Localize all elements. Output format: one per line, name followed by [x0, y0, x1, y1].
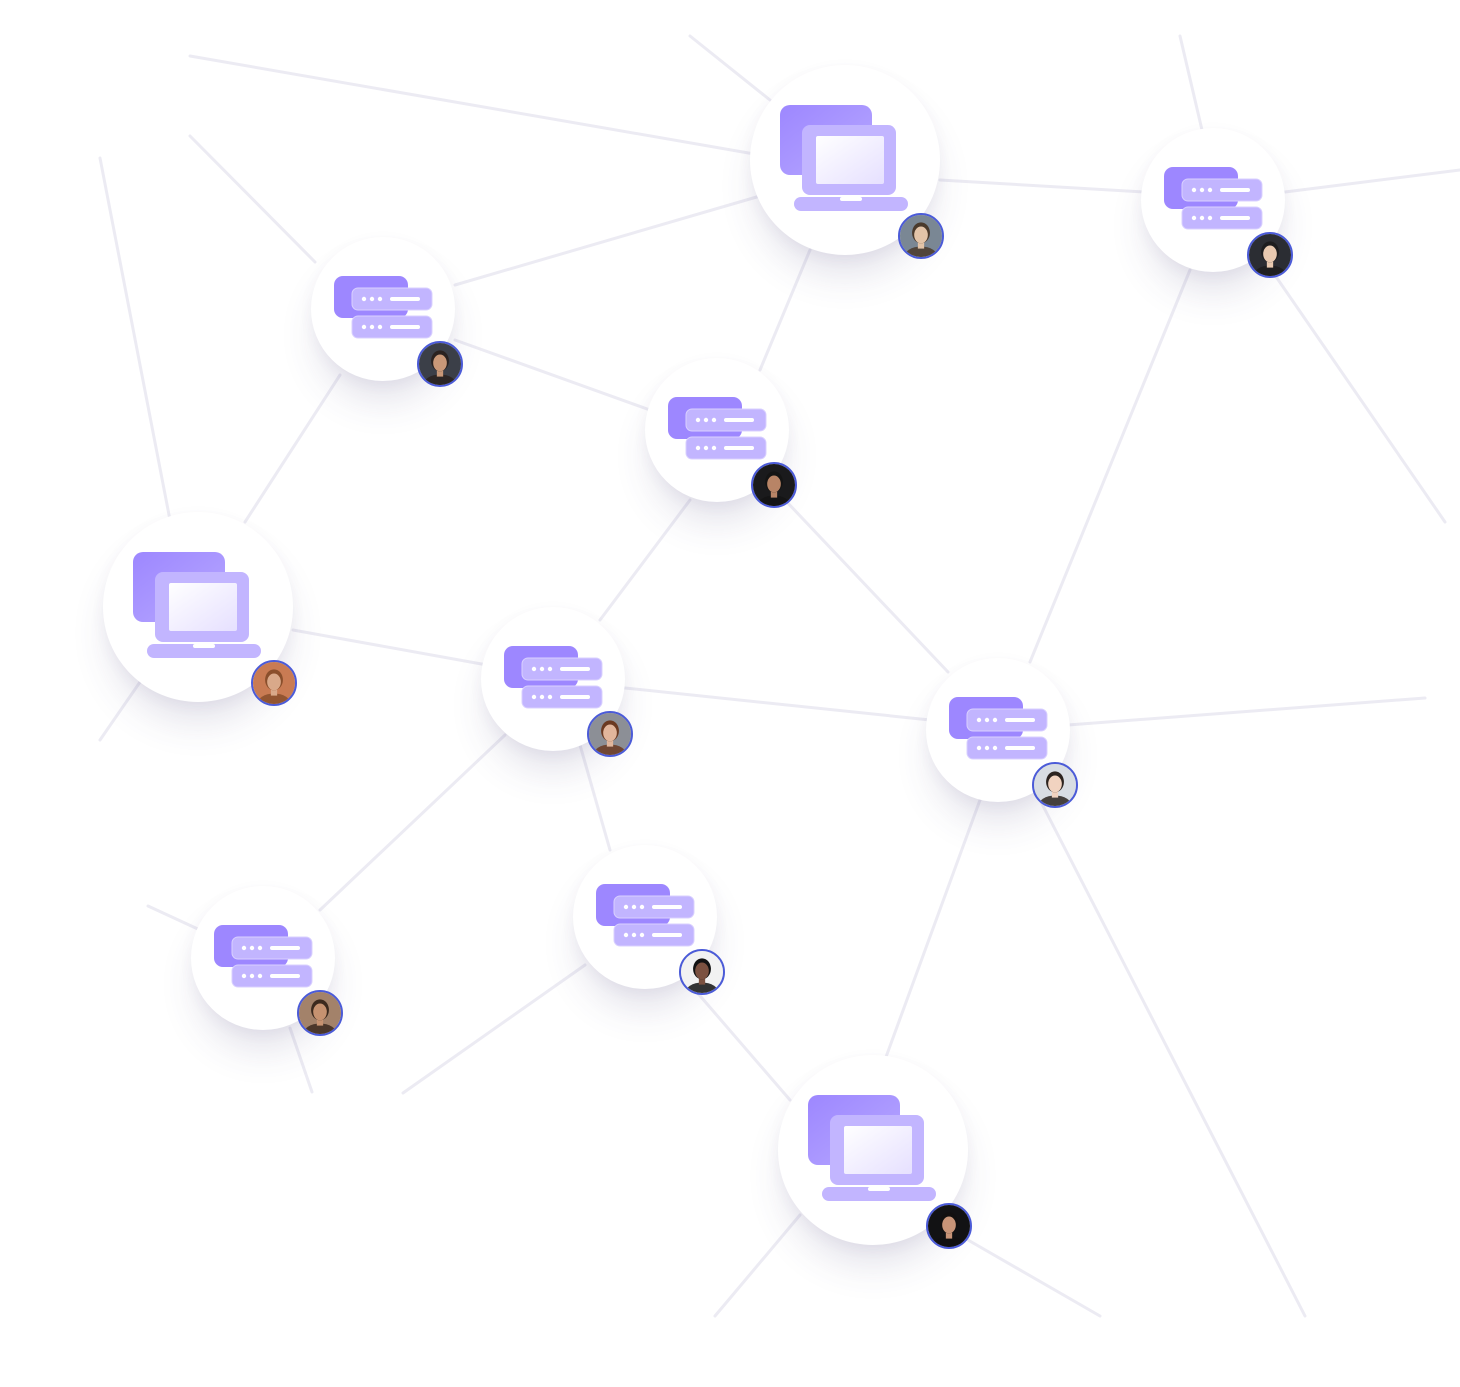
user-avatar[interactable]: [679, 949, 725, 995]
server-stack-icon: [1164, 167, 1263, 230]
network-link: [288, 1026, 314, 1094]
network-link: [291, 628, 489, 667]
server-node[interactable]: [573, 845, 725, 995]
network-link: [783, 498, 950, 674]
person-photo-icon: [253, 662, 295, 704]
person-photo-icon: [1249, 234, 1291, 276]
person-photo-icon: [681, 951, 723, 993]
network-link: [98, 156, 172, 522]
network-link: [1268, 266, 1447, 524]
user-avatar[interactable]: [1247, 232, 1293, 278]
server-stack-icon: [504, 646, 603, 709]
device-node[interactable]: [103, 512, 297, 706]
user-avatar[interactable]: [297, 990, 343, 1036]
person-photo-icon: [928, 1205, 970, 1247]
network-link: [938, 178, 1147, 194]
network-link: [578, 743, 612, 852]
network-link: [98, 680, 142, 742]
server-node[interactable]: [1141, 128, 1293, 278]
network-link: [188, 134, 317, 264]
user-avatar[interactable]: [751, 462, 797, 508]
laptop-stack-icon: [808, 1095, 936, 1201]
server-stack-icon: [668, 397, 767, 460]
server-stack-icon: [214, 925, 313, 988]
user-avatar[interactable]: [587, 711, 633, 757]
network-link: [243, 373, 342, 524]
server-node[interactable]: [191, 886, 343, 1036]
person-photo-icon: [589, 713, 631, 755]
network-link: [598, 498, 692, 622]
server-node[interactable]: [311, 237, 463, 387]
laptop-stack-icon: [133, 552, 261, 658]
user-avatar[interactable]: [926, 1203, 972, 1249]
device-node[interactable]: [750, 65, 944, 259]
user-avatar[interactable]: [1032, 762, 1078, 808]
person-photo-icon: [1034, 764, 1076, 806]
server-stack-icon: [334, 276, 433, 339]
user-avatar[interactable]: [251, 660, 297, 706]
user-avatar[interactable]: [898, 213, 944, 259]
server-stack-icon: [596, 884, 695, 947]
network-link: [1283, 168, 1460, 194]
user-avatar[interactable]: [417, 341, 463, 387]
laptop-stack-icon: [780, 105, 908, 211]
network-link: [688, 34, 772, 102]
network-link: [966, 1238, 1102, 1318]
network-link: [713, 1213, 802, 1318]
person-photo-icon: [900, 215, 942, 257]
person-photo-icon: [299, 992, 341, 1034]
network-link: [693, 988, 792, 1102]
network-link: [401, 963, 587, 1095]
person-photo-icon: [419, 343, 461, 385]
network-link: [1038, 798, 1307, 1318]
person-photo-icon: [753, 464, 795, 506]
network-link: [758, 248, 812, 372]
network-link: [453, 338, 652, 412]
server-node[interactable]: [481, 607, 633, 757]
device-node[interactable]: [778, 1055, 972, 1249]
server-node[interactable]: [926, 658, 1078, 808]
server-stack-icon: [949, 697, 1048, 760]
network-link: [188, 54, 762, 157]
network-link: [1066, 696, 1427, 727]
network-link: [318, 733, 507, 912]
network-link: [623, 686, 932, 722]
network-link: [146, 904, 202, 932]
server-node[interactable]: [645, 358, 797, 508]
network-link: [1178, 34, 1204, 132]
network-link: [1028, 268, 1192, 664]
network-link: [453, 194, 762, 287]
network-link: [884, 798, 982, 1059]
